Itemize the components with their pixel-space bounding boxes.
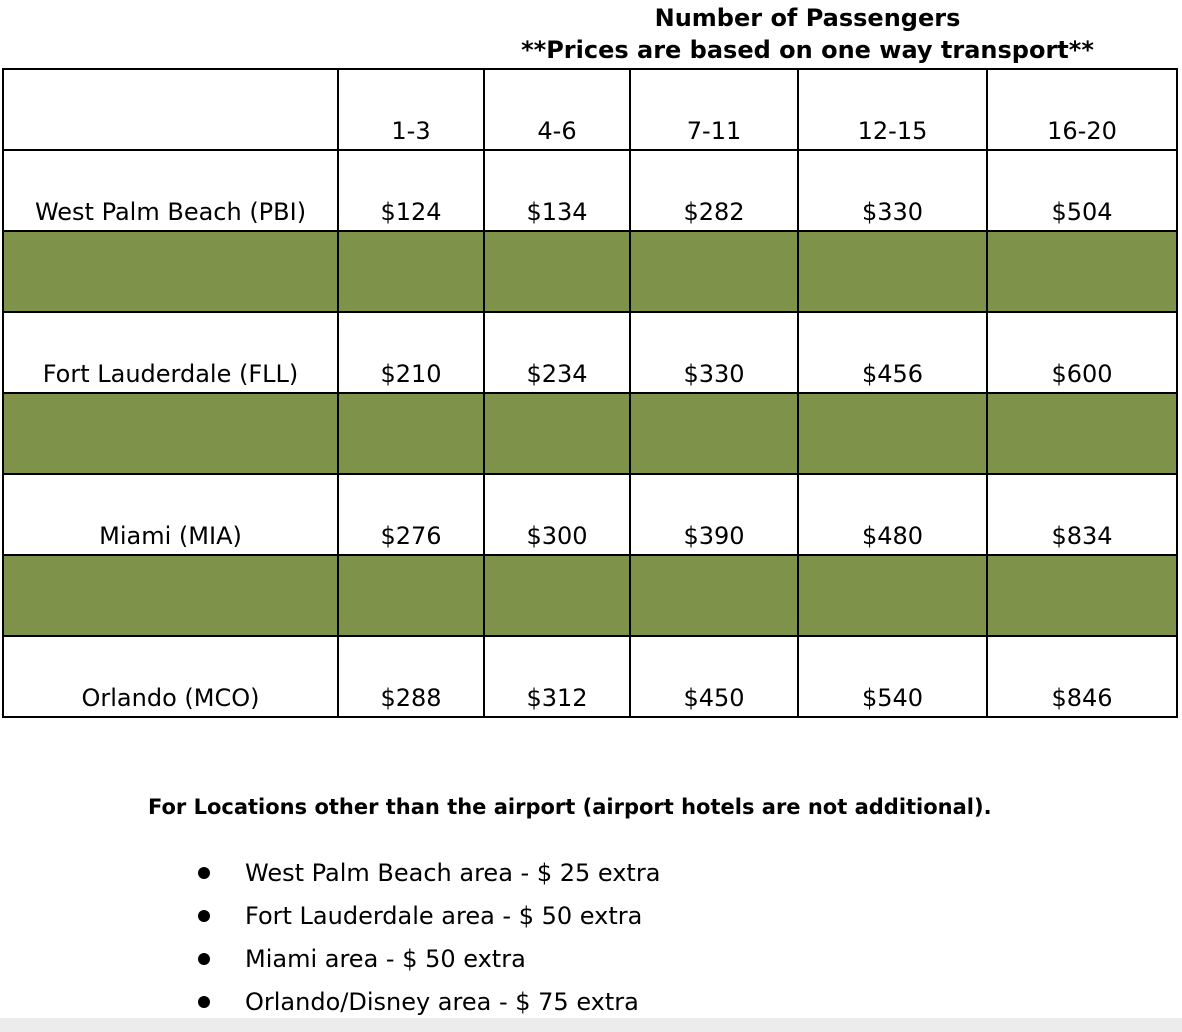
bullet-icon — [198, 910, 210, 922]
price-cell: $134 — [483, 149, 631, 232]
price-cell: $600 — [986, 311, 1178, 394]
table-subheading: **Prices are based on one way transport*… — [521, 36, 1094, 64]
header-row: 1-3 4-6 7-11 12-15 16-20 — [2, 68, 1178, 151]
price-cell: $234 — [483, 311, 631, 394]
route-label: Fort Lauderdale (FLL) — [2, 311, 339, 394]
price-cell: $456 — [797, 311, 988, 394]
table-row: Miami (MIA) $276 $300 $390 $480 $834 — [2, 473, 1178, 556]
list-item: Fort Lauderdale area - $ 50 extra — [190, 895, 660, 938]
price-cell: $480 — [797, 473, 988, 556]
surcharge-text: Miami area - $ 50 extra — [245, 945, 526, 973]
bullet-icon — [198, 867, 210, 879]
list-item: Miami area - $ 50 extra — [190, 938, 660, 981]
price-cell: $846 — [986, 635, 1178, 718]
bullet-icon — [198, 996, 210, 1008]
spacer-row — [2, 230, 1178, 313]
surcharge-text: Orlando/Disney area - $ 75 extra — [245, 988, 639, 1016]
column-header: 7-11 — [629, 68, 799, 151]
location-footnote: For Locations other than the airport (ai… — [148, 795, 992, 819]
price-cell: $282 — [629, 149, 799, 232]
page-bottom-edge — [0, 1018, 1182, 1032]
corner-cell — [2, 68, 339, 151]
list-item: West Palm Beach area - $ 25 extra — [190, 852, 660, 895]
column-header: 4-6 — [483, 68, 631, 151]
price-cell: $276 — [337, 473, 485, 556]
price-cell: $540 — [797, 635, 988, 718]
price-cell: $450 — [629, 635, 799, 718]
price-cell: $210 — [337, 311, 485, 394]
price-cell: $834 — [986, 473, 1178, 556]
price-cell: $330 — [629, 311, 799, 394]
price-cell: $312 — [483, 635, 631, 718]
price-cell: $330 — [797, 149, 988, 232]
surcharge-list: West Palm Beach area - $ 25 extra Fort L… — [190, 852, 660, 1024]
route-label: Orlando (MCO) — [2, 635, 339, 718]
price-cell: $124 — [337, 149, 485, 232]
spacer-row — [2, 392, 1178, 475]
bullet-icon — [198, 953, 210, 965]
surcharge-text: Fort Lauderdale area - $ 50 extra — [245, 902, 643, 930]
price-cell: $288 — [337, 635, 485, 718]
surcharge-text: West Palm Beach area - $ 25 extra — [245, 859, 661, 887]
price-cell: $300 — [483, 473, 631, 556]
table-row: West Palm Beach (PBI) $124 $134 $282 $33… — [2, 149, 1178, 232]
list-item: Orlando/Disney area - $ 75 extra — [190, 981, 660, 1024]
column-header: 12-15 — [797, 68, 988, 151]
table-row: Fort Lauderdale (FLL) $210 $234 $330 $45… — [2, 311, 1178, 394]
spacer-row — [2, 554, 1178, 637]
column-header: 1-3 — [337, 68, 485, 151]
column-header: 16-20 — [986, 68, 1178, 151]
table-row: Orlando (MCO) $288 $312 $450 $540 $846 — [2, 635, 1178, 718]
price-cell: $504 — [986, 149, 1178, 232]
route-label: West Palm Beach (PBI) — [2, 149, 339, 232]
price-cell: $390 — [629, 473, 799, 556]
table-heading: Number of Passengers — [654, 4, 961, 32]
pricing-table: 1-3 4-6 7-11 12-15 16-20 West Palm Beach… — [2, 68, 1178, 718]
route-label: Miami (MIA) — [2, 473, 339, 556]
